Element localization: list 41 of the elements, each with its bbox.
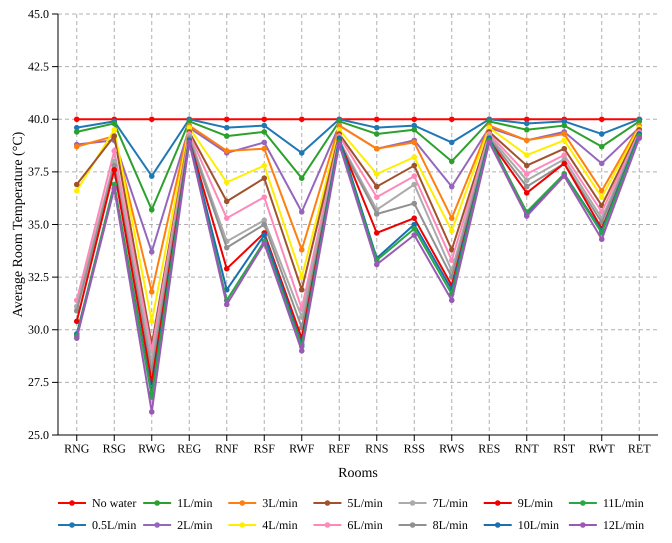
legend-label: 4L/min [262, 518, 298, 532]
legend-label: 9L/min [518, 496, 554, 510]
y-axis-title: Average Room Temperature (°C) [11, 131, 26, 318]
y-tick-label: 42.5 [28, 59, 49, 74]
x-tick-label: RWS [439, 442, 464, 456]
x-tick-label: RWF [289, 442, 315, 456]
x-tick-label: RET [628, 442, 652, 456]
legend-label: 5L/min [347, 496, 383, 510]
x-tick-label: REG [177, 442, 202, 456]
y-tick-label: 35.0 [28, 217, 49, 232]
legend-label: 8L/min [432, 518, 468, 532]
x-tick-label: RSS [404, 442, 425, 456]
x-axis-title: Rooms [338, 466, 378, 481]
y-tick-label: 30.0 [28, 322, 49, 337]
x-tick-label: RST [553, 442, 576, 456]
legend-label: 2L/min [177, 518, 212, 532]
legend-label: 10L/min [518, 518, 560, 532]
legend-label: 6L/min [347, 518, 383, 532]
y-tick-label: 37.5 [28, 164, 49, 179]
y-tick-label: 25.0 [28, 428, 49, 442]
x-tick-label: RSG [102, 442, 126, 456]
legend-label: 0.5L/min [92, 518, 136, 532]
x-tick-label: RWG [138, 442, 166, 456]
legend-label: 7L/min [432, 496, 468, 510]
x-tick-label: RNT [514, 442, 540, 456]
legend-label: 11L/min [602, 496, 644, 510]
x-tick-label: REF [328, 442, 351, 456]
x-tick-label: RNS [365, 442, 388, 456]
x-tick-label: RSF [254, 442, 276, 456]
y-tick-label: 40.0 [28, 112, 49, 126]
x-tick-label: RES [478, 442, 500, 456]
legend-label: 12L/min [602, 518, 644, 532]
y-tick-label: 45.0 [28, 6, 49, 21]
y-tick-label: 32.5 [28, 270, 49, 284]
x-tick-label: RNG [64, 442, 90, 456]
x-tick-label: RWT [588, 442, 616, 456]
legend-label: No water [92, 496, 136, 510]
y-tick-label: 27.5 [28, 375, 49, 390]
x-tick-label: RNF [215, 442, 239, 456]
legend-label: 3L/min [262, 496, 298, 510]
legend-label: 1L/min [177, 496, 212, 510]
